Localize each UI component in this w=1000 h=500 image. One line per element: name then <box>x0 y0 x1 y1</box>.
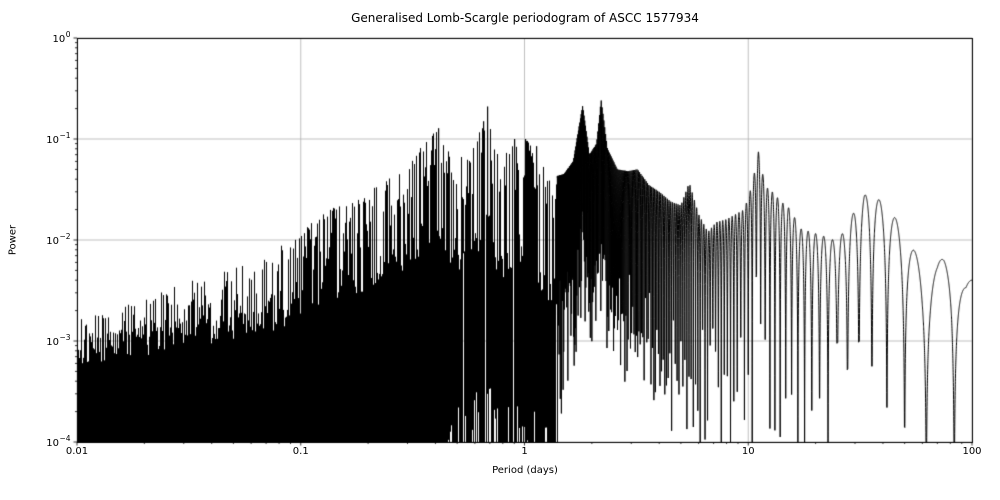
x-tick-label: 1 <box>521 446 528 457</box>
y-axis-label: Power <box>7 224 19 256</box>
y-tick-label: 100 <box>52 29 71 46</box>
x-tick-label: 100 <box>962 446 982 457</box>
y-tick-label: 10−1 <box>46 130 71 147</box>
y-tick-label: 10−2 <box>46 231 71 248</box>
x-tick-label: 10 <box>741 446 755 457</box>
y-tick-label: 10−3 <box>46 332 71 349</box>
x-tick-label: 0.01 <box>65 446 89 457</box>
x-tick-label: 0.1 <box>292 446 309 457</box>
y-tick-label: 10−4 <box>46 433 71 450</box>
x-axis-label: Period (days) <box>492 465 558 476</box>
chart-title: Generalised Lomb-Scargle periodogram of … <box>351 11 699 25</box>
